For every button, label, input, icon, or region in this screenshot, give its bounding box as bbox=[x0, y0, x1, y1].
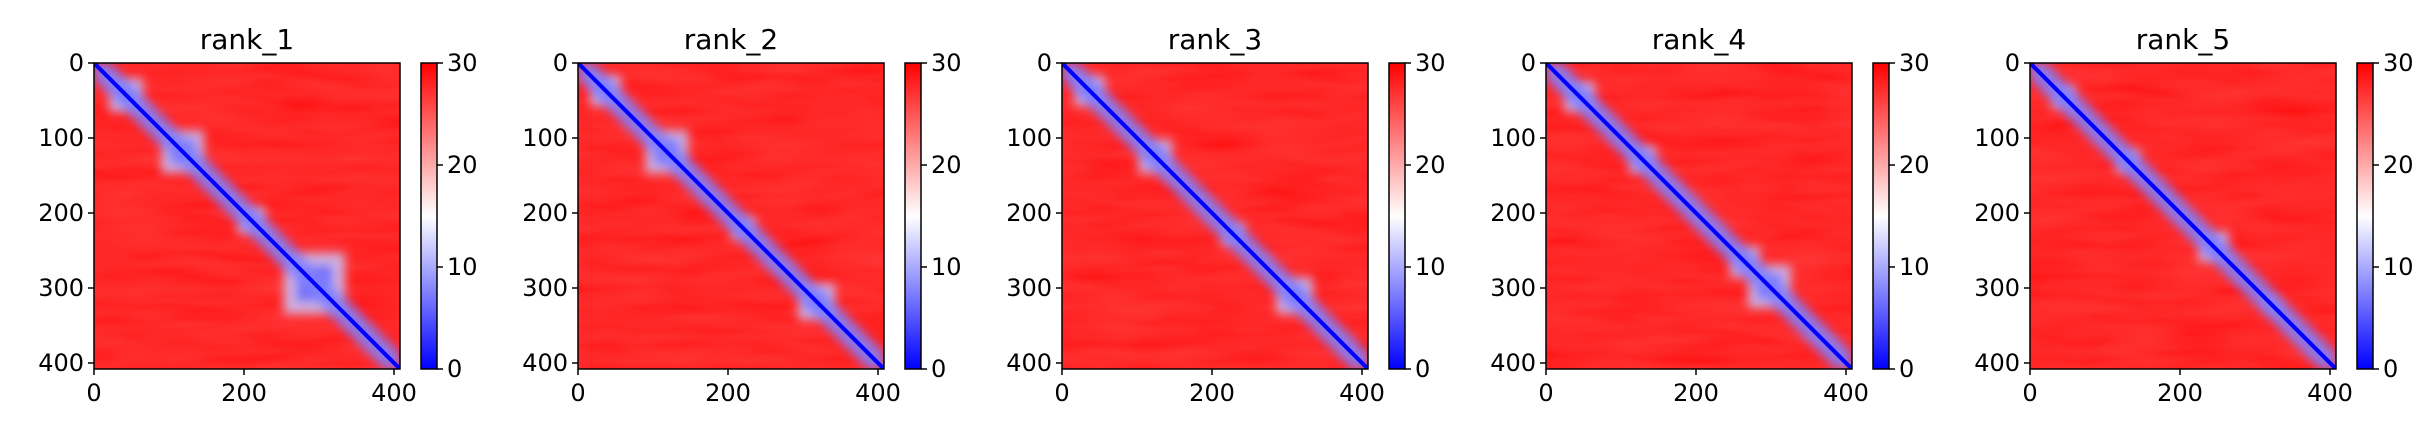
colorbar-tick-label: 30 bbox=[1899, 49, 1930, 77]
plot-frame bbox=[1545, 62, 1853, 370]
x-tick-label: 0 bbox=[570, 379, 585, 407]
colorbar bbox=[1872, 62, 1890, 370]
y-tick-label: 400 bbox=[1974, 349, 2020, 377]
y-tick-label: 300 bbox=[1006, 274, 1052, 302]
x-tick-label: 400 bbox=[855, 379, 901, 407]
y-tick-label: 300 bbox=[522, 274, 568, 302]
y-tick-label: 400 bbox=[1006, 349, 1052, 377]
y-tick-label: 300 bbox=[1490, 274, 1536, 302]
x-tick-label: 400 bbox=[1339, 379, 1385, 407]
colorbar-tick-label: 20 bbox=[447, 151, 478, 179]
colorbar-tick-label: 10 bbox=[1415, 253, 1446, 281]
x-tick-label: 200 bbox=[221, 379, 267, 407]
x-tick-label: 400 bbox=[1823, 379, 1869, 407]
y-tick-label: 100 bbox=[522, 124, 568, 152]
x-tick-label: 0 bbox=[2022, 379, 2037, 407]
y-tick-label: 0 bbox=[1037, 49, 1052, 77]
colorbar-tick-label: 10 bbox=[931, 253, 962, 281]
heatmap-image bbox=[578, 63, 884, 369]
colorbar-tick-label: 0 bbox=[447, 355, 462, 383]
heatmap-image bbox=[2030, 63, 2336, 369]
colorbar-tick-label: 30 bbox=[2383, 49, 2414, 77]
y-tick-label: 400 bbox=[38, 349, 84, 377]
panel-title: rank_3 bbox=[1168, 23, 1262, 56]
plot-frame bbox=[93, 62, 401, 370]
y-tick-label: 0 bbox=[1521, 49, 1536, 77]
colorbar bbox=[2356, 62, 2374, 370]
x-tick-label: 200 bbox=[705, 379, 751, 407]
y-tick-label: 300 bbox=[1974, 274, 2020, 302]
x-tick-label: 200 bbox=[2157, 379, 2203, 407]
heatmap-image bbox=[1062, 63, 1368, 369]
y-tick-label: 200 bbox=[522, 199, 568, 227]
y-tick-label: 0 bbox=[553, 49, 568, 77]
y-tick-label: 200 bbox=[1490, 199, 1536, 227]
colorbar-tick-label: 20 bbox=[2383, 151, 2414, 179]
colorbar bbox=[1388, 62, 1406, 370]
x-tick-label: 0 bbox=[86, 379, 101, 407]
y-tick-label: 0 bbox=[69, 49, 84, 77]
x-tick-label: 0 bbox=[1054, 379, 1069, 407]
x-tick-label: 400 bbox=[371, 379, 417, 407]
colorbar-tick-label: 10 bbox=[1899, 253, 1930, 281]
y-tick-label: 400 bbox=[1490, 349, 1536, 377]
colorbar-tick-label: 30 bbox=[447, 49, 478, 77]
y-tick-label: 300 bbox=[38, 274, 84, 302]
heatmap-image bbox=[1546, 63, 1852, 369]
colorbar-tick-label: 0 bbox=[1899, 355, 1914, 383]
panel-title: rank_4 bbox=[1652, 23, 1746, 56]
colorbar-tick-label: 20 bbox=[931, 151, 962, 179]
x-tick-label: 400 bbox=[2307, 379, 2353, 407]
y-tick-label: 100 bbox=[1006, 124, 1052, 152]
y-tick-label: 200 bbox=[1974, 199, 2020, 227]
y-tick-label: 200 bbox=[1006, 199, 1052, 227]
colorbar bbox=[420, 62, 438, 370]
panel-title: rank_1 bbox=[200, 23, 294, 56]
x-tick-label: 0 bbox=[1538, 379, 1553, 407]
panel-title: rank_2 bbox=[684, 23, 778, 56]
plot-frame bbox=[2029, 62, 2337, 370]
plot-frame bbox=[577, 62, 885, 370]
colorbar bbox=[904, 62, 922, 370]
colorbar-tick-label: 0 bbox=[2383, 355, 2398, 383]
colorbar-tick-label: 30 bbox=[1415, 49, 1446, 77]
colorbar-tick-label: 20 bbox=[1899, 151, 1930, 179]
colorbar-tick-label: 10 bbox=[447, 253, 478, 281]
y-tick-label: 100 bbox=[38, 124, 84, 152]
x-tick-label: 200 bbox=[1189, 379, 1235, 407]
heatmap-image bbox=[94, 63, 400, 369]
colorbar-tick-label: 20 bbox=[1415, 151, 1446, 179]
colorbar-tick-label: 0 bbox=[931, 355, 946, 383]
colorbar-tick-label: 30 bbox=[931, 49, 962, 77]
y-tick-label: 100 bbox=[1490, 124, 1536, 152]
plot-frame bbox=[1061, 62, 1369, 370]
x-tick-label: 200 bbox=[1673, 379, 1719, 407]
y-tick-label: 200 bbox=[38, 199, 84, 227]
panel-title: rank_5 bbox=[2136, 23, 2230, 56]
colorbar-tick-label: 0 bbox=[1415, 355, 1430, 383]
colorbar-tick-label: 10 bbox=[2383, 253, 2414, 281]
y-tick-label: 100 bbox=[1974, 124, 2020, 152]
y-tick-label: 400 bbox=[522, 349, 568, 377]
y-tick-label: 0 bbox=[2005, 49, 2020, 77]
